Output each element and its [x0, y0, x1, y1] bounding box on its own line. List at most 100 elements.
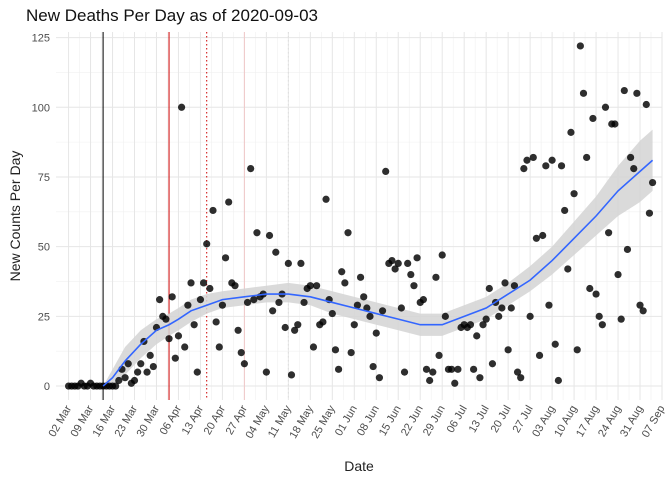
smooth-line [102, 159, 654, 387]
data-point [306, 282, 314, 290]
x-tick-label: 06 Jul [445, 404, 470, 435]
data-point [426, 376, 434, 385]
data-point [404, 259, 412, 267]
data-point [206, 284, 214, 293]
data-point [422, 365, 431, 373]
data-point [313, 282, 321, 290]
data-point [353, 301, 362, 309]
data-point [328, 309, 336, 318]
data-point [611, 120, 619, 128]
data-point [218, 301, 227, 309]
data-point [548, 156, 556, 164]
data-point [184, 301, 192, 309]
data-point [319, 318, 327, 326]
data-point [595, 312, 603, 320]
data-point [630, 165, 638, 173]
data-point [473, 332, 481, 340]
data-point [262, 368, 270, 376]
data-point [350, 321, 358, 329]
data-point [448, 365, 456, 373]
data-point [526, 312, 534, 320]
data-point [231, 282, 239, 290]
data-point [636, 301, 644, 309]
data-point [146, 351, 154, 359]
data-point [190, 321, 198, 329]
x-tick-label: 20 Jul [489, 404, 514, 435]
data-point [203, 240, 211, 248]
data-point [488, 360, 497, 368]
data-point [605, 229, 613, 237]
data-point [413, 254, 421, 262]
data-point [620, 86, 628, 95]
x-tick-label: 29 Jun [421, 404, 448, 439]
y-axis-ticks: 0 25 50 75 100 125 [32, 33, 50, 393]
data-point [372, 329, 380, 337]
data-point [589, 114, 597, 123]
data-point [470, 365, 478, 373]
data-point [115, 376, 123, 385]
data-point [523, 156, 531, 164]
data-point [294, 321, 302, 329]
data-point [360, 293, 368, 301]
data-point [344, 229, 352, 237]
data-point [165, 335, 173, 343]
data-point [466, 321, 475, 329]
data-point [181, 343, 189, 351]
data-point [557, 162, 566, 170]
data-point [479, 321, 487, 329]
data-point [322, 195, 330, 203]
data-point [287, 371, 296, 379]
confidence-band-area [103, 129, 653, 387]
data-point [545, 301, 553, 309]
data-point [341, 279, 349, 287]
data-point [482, 315, 490, 323]
data-point [561, 206, 569, 215]
data-point [451, 379, 459, 387]
vertical-markers [102, 32, 289, 400]
data-point [300, 298, 308, 307]
data-point [215, 343, 223, 351]
data-point [221, 254, 230, 262]
data-point [454, 365, 462, 373]
data-point [513, 368, 522, 376]
data-point [149, 362, 157, 371]
y-tick-label: 0 [44, 381, 50, 393]
data-point [225, 198, 233, 206]
data-point [363, 304, 371, 312]
data-point [247, 165, 255, 173]
data-point [237, 349, 245, 357]
data-point [586, 284, 594, 293]
data-point [156, 296, 164, 304]
data-point [623, 245, 632, 254]
data-point [177, 103, 186, 111]
data-point [162, 315, 170, 323]
data-point [112, 382, 120, 390]
data-point [338, 268, 346, 276]
data-point [130, 376, 139, 385]
data-point [369, 362, 377, 371]
data-point [532, 234, 541, 242]
data-point [617, 315, 625, 323]
data-point [134, 368, 142, 376]
data-point [432, 273, 440, 281]
data-point [554, 376, 562, 385]
data-point [564, 265, 572, 273]
data-point [199, 279, 208, 287]
data-point [171, 354, 179, 362]
data-point [520, 165, 528, 173]
data-point [542, 162, 550, 170]
x-axis-label: Date [344, 458, 374, 474]
data-point [366, 312, 374, 320]
data-point [397, 304, 405, 312]
data-point [269, 307, 277, 315]
data-point [627, 153, 635, 162]
data-point [378, 307, 387, 315]
data-point [193, 368, 201, 376]
data-point [394, 259, 402, 267]
data-point [438, 251, 446, 259]
data-point [507, 304, 515, 312]
y-tick-label: 125 [32, 33, 50, 45]
data-point [272, 248, 280, 256]
data-point [639, 307, 647, 315]
